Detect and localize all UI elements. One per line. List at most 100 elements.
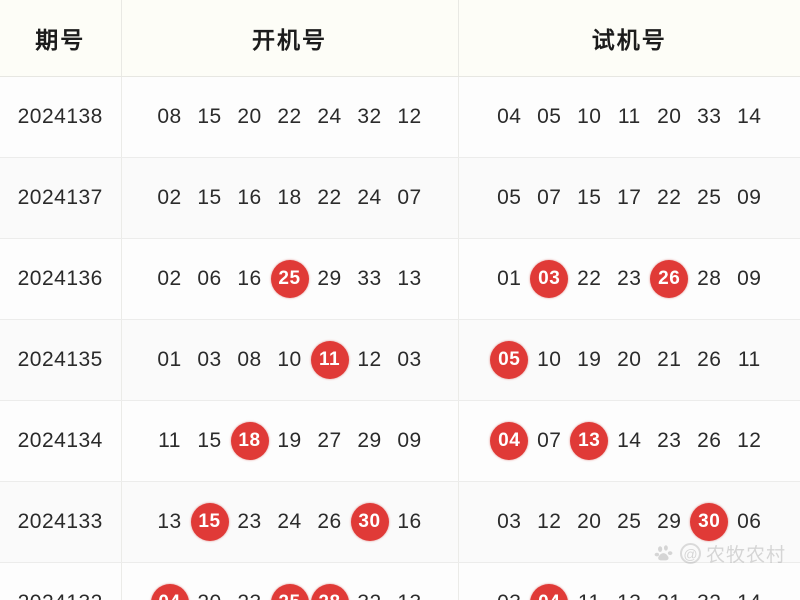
- number-ball: 15: [197, 186, 222, 209]
- number-ball: 15: [197, 429, 222, 452]
- number-ball-highlighted: 04: [530, 584, 569, 600]
- number-ball: 01: [497, 267, 522, 290]
- number-ball: 08: [157, 105, 182, 128]
- number-ball: 10: [577, 105, 602, 128]
- number-ball: 07: [397, 186, 422, 209]
- number-ball: 20: [657, 105, 682, 128]
- number-ball: 20: [617, 348, 642, 371]
- number-ball: 11: [158, 429, 181, 452]
- number-ball: 16: [237, 267, 262, 290]
- cell-test-numbers: 01 03 22 23 26 28 09: [458, 238, 800, 320]
- column-header-open-number: 开机号: [121, 0, 459, 77]
- number-ball: 19: [577, 348, 602, 371]
- number-ball-highlighted: 30: [690, 503, 729, 541]
- number-ball-highlighted: 25: [270, 584, 309, 600]
- cell-test-numbers: 04 07 13 14 23 26 12: [458, 400, 800, 482]
- table-row[interactable]: 2024134 11 15 18 19 27 29 09 04 07 13 14 23 26 12: [0, 400, 800, 482]
- number-ball: 23: [231, 584, 269, 600]
- table-row[interactable]: 2024138 08 15 20 22 24 32 12 04 05 10 11 20 33 14: [0, 76, 800, 158]
- number-ball: 22: [277, 105, 302, 128]
- number-ball: 13: [397, 267, 422, 290]
- table-row[interactable]: 2024133 13 15 23 24 26 30 16 03 12 20 25 29 30 06: [0, 481, 800, 563]
- cell-period: 2024132: [0, 562, 122, 600]
- number-ball: 07: [537, 186, 562, 209]
- number-ball: 15: [577, 186, 602, 209]
- column-header-test-number: 试机号: [458, 0, 800, 77]
- number-ball: 25: [697, 186, 722, 209]
- cell-open-numbers: 01 03 08 10 11 12 03: [121, 319, 459, 401]
- cell-test-numbers: 03041113213214: [458, 562, 800, 600]
- cell-period: 2024133: [0, 481, 122, 563]
- number-ball: 29: [317, 267, 342, 290]
- number-ball: 26: [317, 510, 342, 533]
- number-ball: 20: [577, 510, 602, 533]
- number-ball: 22: [577, 267, 602, 290]
- number-ball-highlighted: 04: [490, 422, 529, 460]
- number-ball: 11: [570, 584, 608, 600]
- number-ball: 32: [357, 105, 382, 128]
- number-ball: 21: [650, 584, 688, 600]
- cell-test-numbers: 05 07 15 17 22 25 09: [458, 157, 800, 239]
- number-ball: 23: [237, 510, 262, 533]
- number-ball: 26: [697, 429, 722, 452]
- number-ball: 09: [737, 186, 762, 209]
- number-ball-highlighted: 05: [490, 341, 529, 379]
- number-ball: 29: [657, 510, 682, 533]
- number-ball: 18: [277, 186, 302, 209]
- number-ball-highlighted: 28: [310, 584, 349, 600]
- number-ball-highlighted: 03: [530, 260, 569, 298]
- number-ball-highlighted: 13: [570, 422, 609, 460]
- number-ball-highlighted: 26: [650, 260, 689, 298]
- number-ball: 17: [617, 186, 642, 209]
- number-ball: 05: [537, 105, 562, 128]
- number-ball-highlighted: 18: [230, 422, 269, 460]
- number-ball: 02: [157, 267, 182, 290]
- cell-open-numbers: 04202325283213: [121, 562, 459, 600]
- number-ball: 09: [737, 267, 762, 290]
- number-ball: 23: [617, 267, 642, 290]
- column-header-period: 期号: [0, 0, 122, 77]
- number-ball: 12: [737, 429, 762, 452]
- header-row: 期号 开机号 试机号: [0, 0, 800, 77]
- number-ball: 02: [157, 186, 182, 209]
- cell-period: 2024134: [0, 400, 122, 482]
- cell-test-numbers: 03 12 20 25 29 30 06: [458, 481, 800, 563]
- table-body: 2024138 08 15 20 22 24 32 12 04 05 10 11 20 33 14 20241…: [0, 76, 800, 600]
- number-ball: 32: [690, 584, 728, 600]
- number-ball: 22: [657, 186, 682, 209]
- table-row[interactable]: 2024136 02 06 16 25 29 33 13 01 03 22 23 26 28 09: [0, 238, 800, 320]
- table-header: 期号 开机号 试机号: [0, 0, 800, 77]
- number-ball: 03: [490, 584, 528, 600]
- number-ball: 08: [237, 348, 262, 371]
- number-ball: 09: [397, 429, 422, 452]
- number-ball: 11: [737, 348, 761, 371]
- number-ball-highlighted: 15: [190, 503, 229, 541]
- number-ball: 03: [197, 348, 222, 371]
- number-ball: 10: [277, 348, 302, 371]
- table-row[interactable]: 20241320420232528321303041113213214: [0, 562, 800, 600]
- cell-period: 2024138: [0, 76, 122, 158]
- cell-open-numbers: 08 15 20 22 24 32 12: [121, 76, 459, 158]
- number-ball: 33: [697, 105, 722, 128]
- number-ball: 03: [397, 348, 422, 371]
- number-ball: 06: [737, 510, 762, 533]
- cell-open-numbers: 02 06 16 25 29 33 13: [121, 238, 459, 320]
- table-row[interactable]: 2024137 02 15 16 18 22 24 07 05 07 15 17 22 25 09: [0, 157, 800, 239]
- number-ball: 23: [657, 429, 682, 452]
- cell-open-numbers: 02 15 16 18 22 24 07: [121, 157, 459, 239]
- number-ball: 04: [497, 105, 522, 128]
- number-ball-highlighted: 04: [150, 584, 189, 600]
- number-ball: 24: [277, 510, 302, 533]
- number-ball: 13: [157, 510, 182, 533]
- number-ball: 28: [697, 267, 722, 290]
- number-ball: 06: [197, 267, 222, 290]
- number-ball: 13: [610, 584, 648, 600]
- cell-test-numbers: 05 10 19 20 21 26 11: [458, 319, 800, 401]
- cell-open-numbers: 13 15 23 24 26 30 16: [121, 481, 459, 563]
- number-ball: 27: [317, 429, 342, 452]
- cell-period: 2024137: [0, 157, 122, 239]
- number-ball: 24: [357, 186, 382, 209]
- table-row[interactable]: 2024135 01 03 08 10 11 12 03 05 10 19 20 21 26 11: [0, 319, 800, 401]
